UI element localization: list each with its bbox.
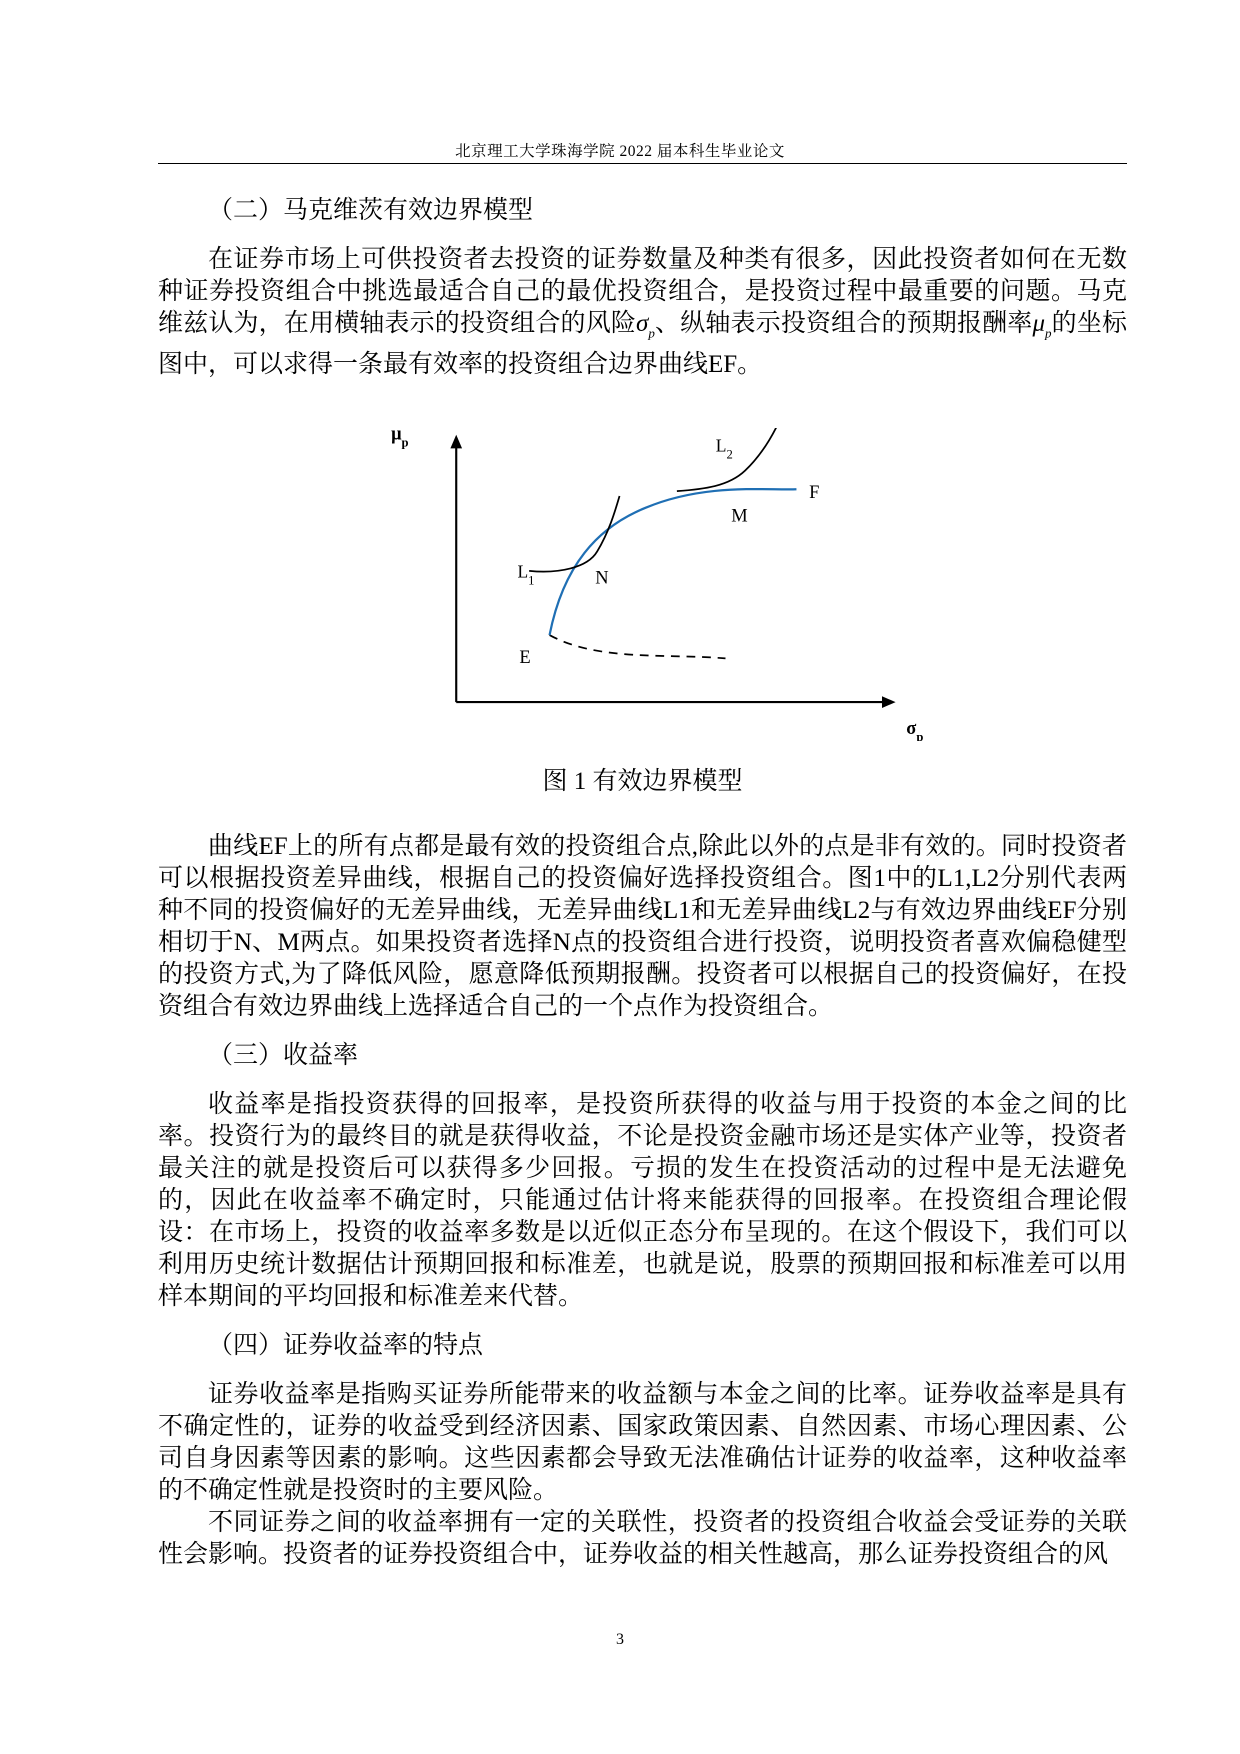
svg-text:μp: μp: [391, 428, 409, 450]
svg-text:M: M: [731, 506, 747, 526]
svg-text:σp: σp: [906, 719, 923, 742]
svg-text:L1: L1: [517, 562, 534, 588]
svg-text:F: F: [809, 482, 819, 502]
svg-text:N: N: [595, 568, 608, 588]
svg-text:E: E: [519, 648, 530, 668]
svg-text:L2: L2: [716, 436, 733, 462]
